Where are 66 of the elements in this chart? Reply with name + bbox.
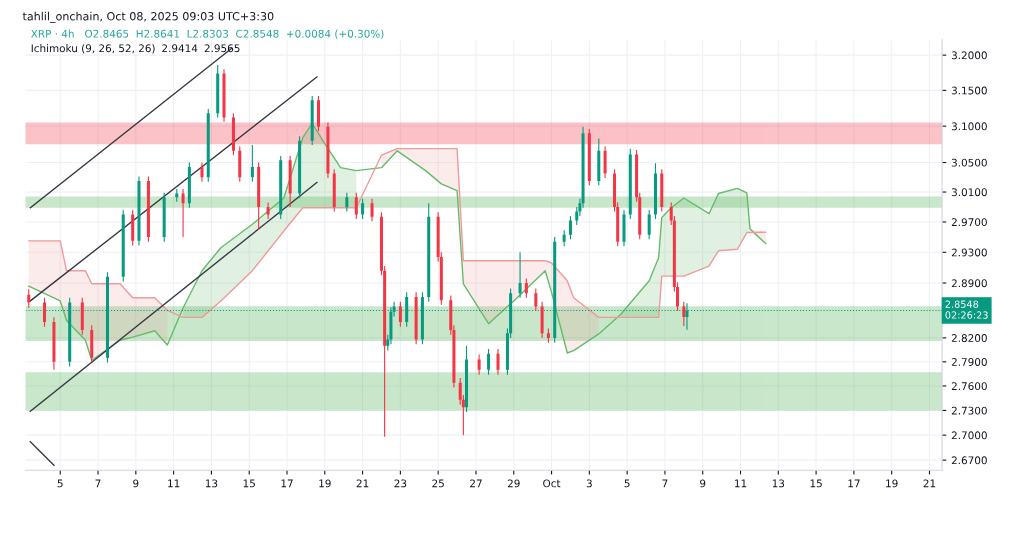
candlestick [181,188,185,238]
x-tick-label: 13 [205,479,218,488]
y-tick-label: 3.2000 [951,51,987,60]
candlestick [496,348,500,376]
candlestick [316,95,321,132]
annotation: 2.9414 [162,44,198,53]
y-tick-label: 2.8900 [951,279,987,288]
y-tick-label: 2.6700 [951,456,987,465]
x-tick-label: 29 [507,479,520,488]
y-tick-label: 2.7300 [951,406,987,415]
x-tick-label: 9 [700,479,706,488]
y-tick-label: 2.7600 [951,382,987,391]
candlestick [524,277,528,299]
annotation: Ichimoku (9, 26, 52, 26) [31,44,155,54]
x-tick-label: 25 [432,479,444,488]
x-tick-label: 5 [57,479,63,488]
x-tick-label: 21 [923,479,936,488]
candlestick [487,348,491,376]
y-tick-label: 2.9300 [951,248,987,257]
candlestick [477,354,481,376]
line-series [28,147,767,319]
candlestick [398,301,402,328]
y-tick-label: 3.0500 [951,158,987,167]
candlestick [345,192,349,213]
x-tick-label: 19 [886,479,898,488]
annotation: 2.9565 [204,44,240,53]
candlestick [200,161,204,183]
x-tick-label: 21 [356,479,369,488]
candlestick [370,198,374,222]
x-tick-label: 9 [133,479,139,488]
candlestick [518,251,522,299]
x-tick-label: 11 [168,479,180,488]
candlestick [647,209,651,240]
x-tick-label: 5 [624,479,630,488]
candlestick [682,301,686,327]
y-tick-label: 2.8200 [951,334,987,342]
y-tick-label: 3.1000 [951,122,987,131]
chart-title: tahlil_onchain, Oct 08, 2025 09:03 UTC+3:30 [22,11,274,23]
candlestick [568,215,572,240]
candlestick [266,201,270,220]
y-tick-label: 2.9700 [951,218,987,227]
x-tick-label: 13 [772,479,785,488]
x-tick-label: 17 [281,479,293,488]
x-tick-label: 27 [470,479,482,488]
y-tick-label: 3.0100 [951,188,987,197]
x-tick-label: 17 [848,479,860,488]
candlestick [354,192,358,220]
x-tick-label: 7 [95,479,101,488]
x-tick-label: 3 [586,479,592,488]
y-tick-label: 2.7000 [951,431,987,440]
x-tick-label: 15 [810,479,822,488]
candlestick [361,198,365,220]
y-tick-label: 3.1500 [951,86,987,95]
candlestick [42,297,47,328]
x-tick-label: 19 [319,479,331,488]
x-tick-label: 11 [735,479,747,488]
x-tick-label: 23 [394,479,407,488]
candlestick [250,144,254,183]
x-tick-label: Oct [543,479,561,488]
x-tick-label: 7 [662,479,668,488]
ref-line-label: 2.8548 02:26:23 [945,300,988,319]
y-tick-label: 2.7900 [951,358,987,366]
x-tick-label: 15 [243,479,255,488]
chart-subtitle: XRP · 4h O2.8465 H2.8641 L2.8303 C2.8548 +0.0084 (+0.30%) [31,29,384,39]
candlestick [603,145,607,179]
candlestick [534,287,538,312]
